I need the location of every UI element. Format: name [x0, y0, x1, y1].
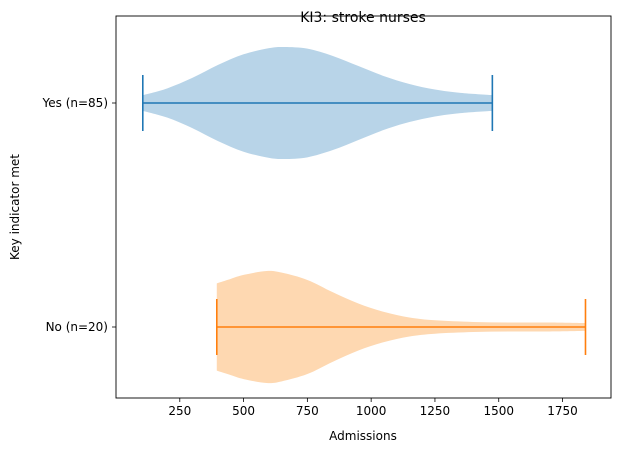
y-tick-label: No (n=20) [46, 320, 108, 334]
x-axis: 250 500 750 1000 1250 1500 1750 [168, 398, 578, 418]
chart-title: KI3: stroke nurses [300, 10, 426, 26]
x-tick-label: 750 [296, 404, 319, 418]
violins [141, 46, 587, 384]
x-tick-label: 250 [168, 404, 191, 418]
y-axis-label: Key indicator met [8, 154, 22, 260]
x-tick-label: 1250 [420, 404, 451, 418]
violin-yes [141, 46, 494, 160]
x-axis-label: Admissions [329, 429, 397, 443]
x-tick-label: 1000 [356, 404, 387, 418]
y-tick-label: Yes (n=85) [42, 96, 108, 110]
x-tick-label: 1500 [483, 404, 514, 418]
plot-area [115, 15, 612, 399]
plot-frame [115, 15, 612, 399]
y-axis: No (n=20) Yes (n=85) [42, 96, 116, 334]
violin-no [215, 270, 587, 384]
x-tick-label: 500 [232, 404, 255, 418]
x-tick-label: 1750 [547, 404, 578, 418]
